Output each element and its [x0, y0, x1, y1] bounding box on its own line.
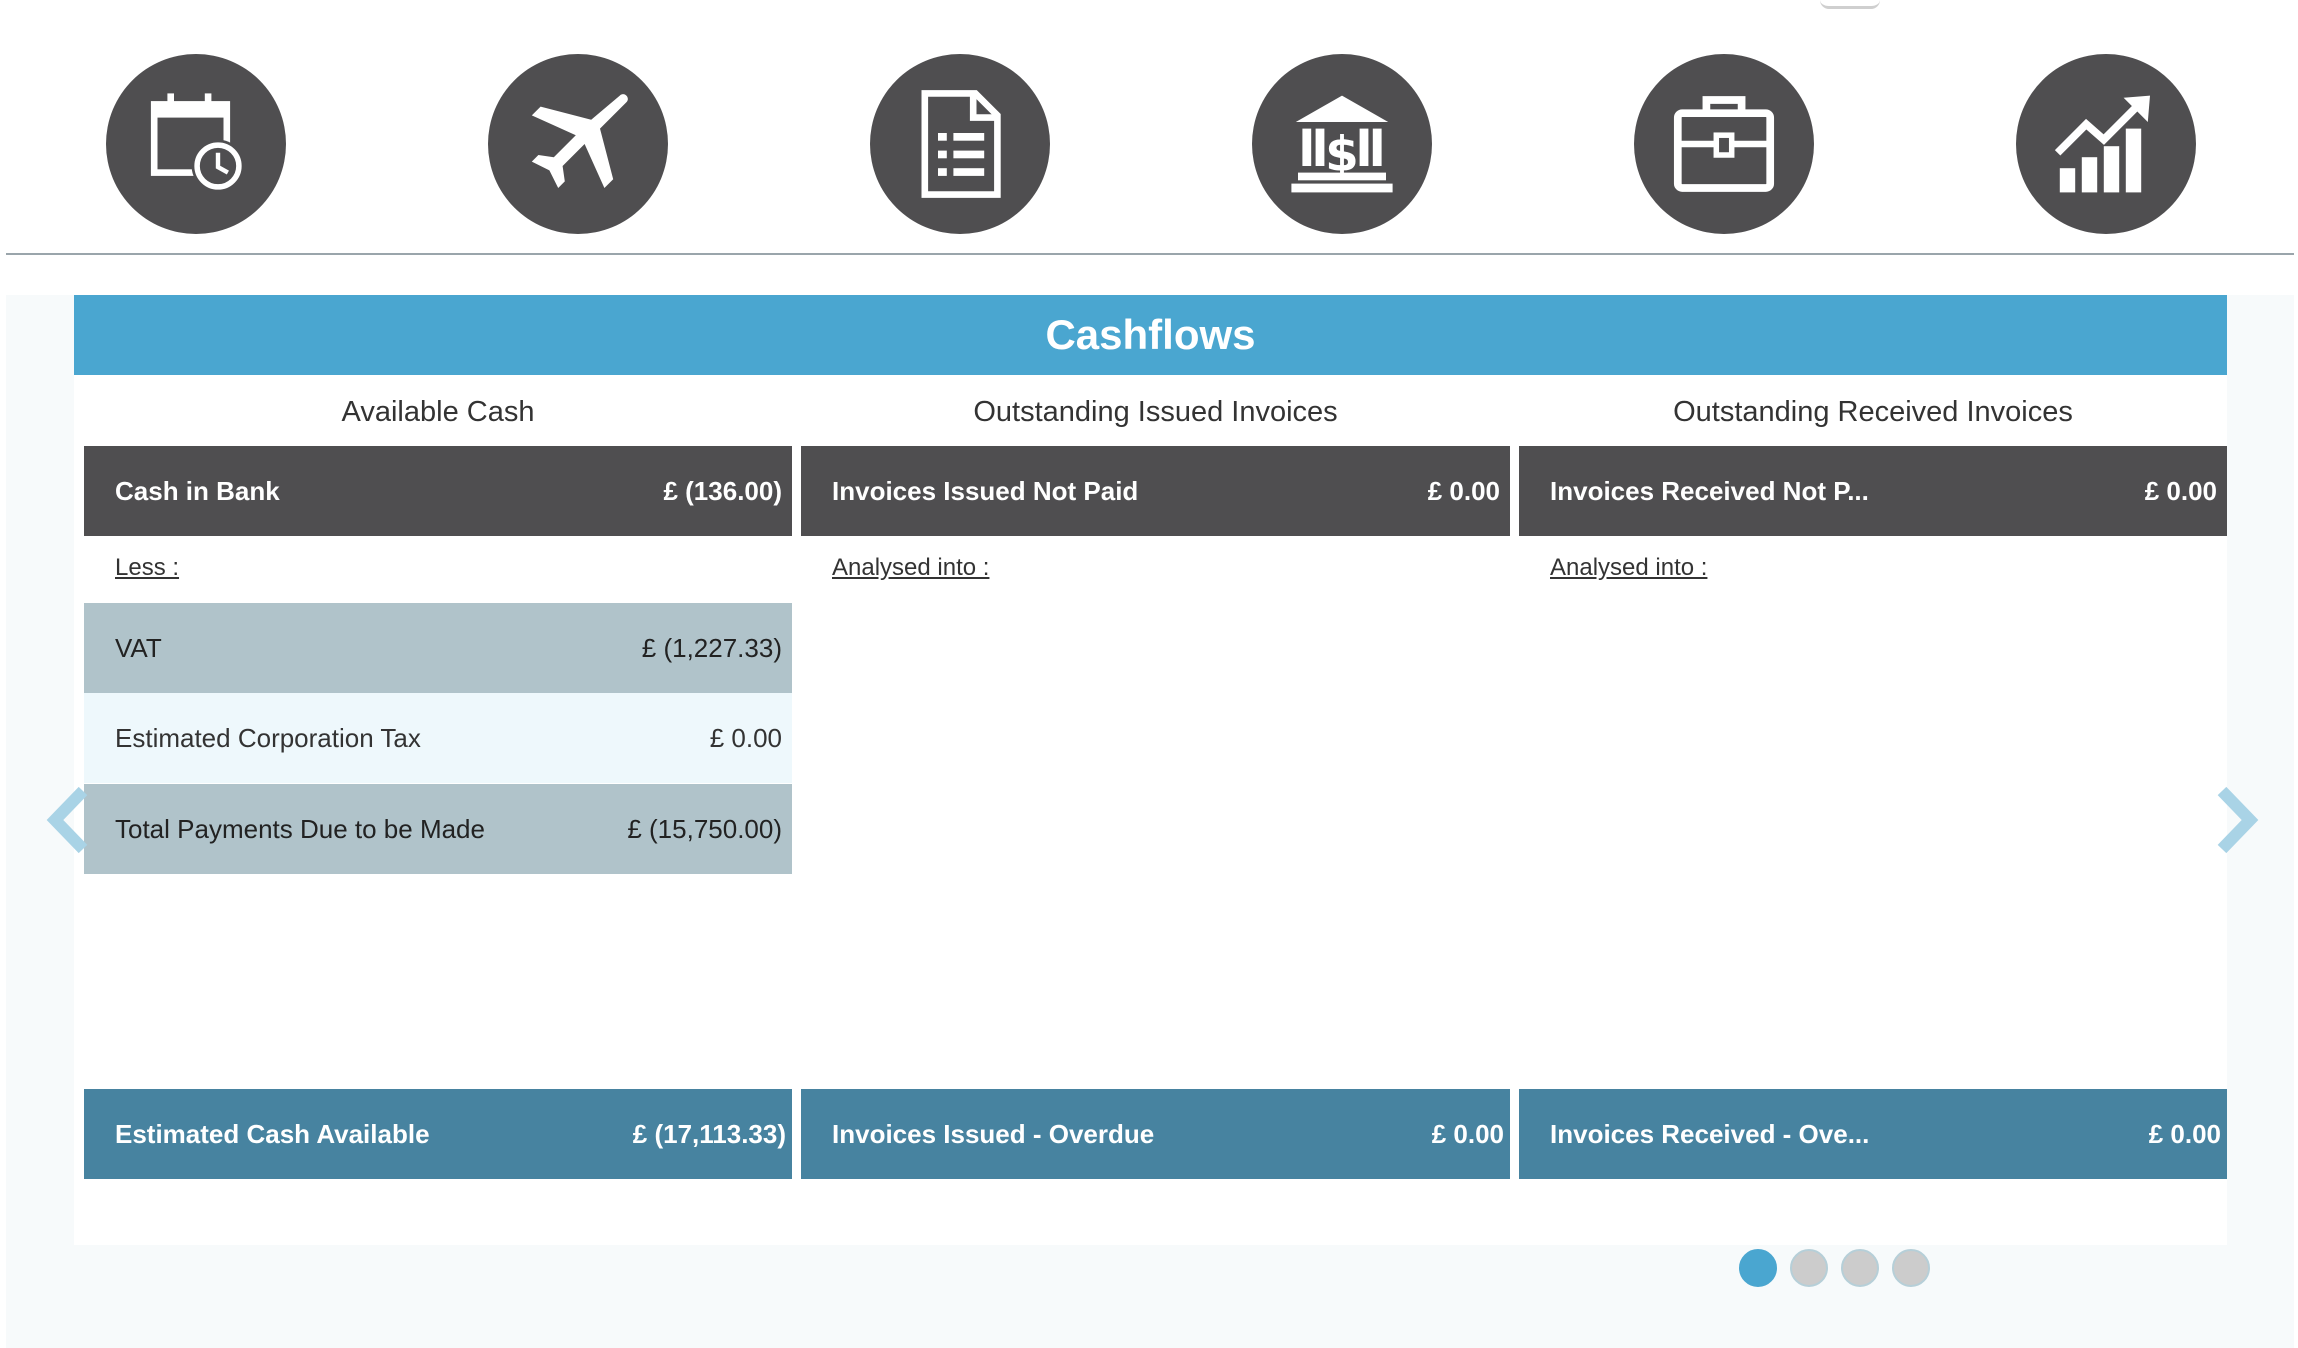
invoices-issued-not-paid-row[interactable]: Invoices Issued Not Paid £ 0.00	[801, 446, 1510, 536]
corporation-tax-row[interactable]: Estimated Corporation Tax £ 0.00	[84, 693, 792, 783]
issued-analysed-into-label: Analysed into :	[832, 554, 990, 581]
row-label: Invoices Issued - Overdue	[832, 1118, 1155, 1149]
row-label: Invoices Issued Not Paid	[832, 475, 1139, 506]
received-analysed-into-label: Analysed into :	[1550, 554, 1708, 581]
reports-button[interactable]	[2016, 54, 2196, 234]
top-edge-decoration	[1820, 0, 1880, 9]
cash-in-bank-row[interactable]: Cash in Bank £ (136.00)	[84, 446, 792, 536]
invoices-received-not-paid-row[interactable]: Invoices Received Not P... £ 0.00	[1519, 446, 2227, 536]
invoices-issued-overdue-row[interactable]: Invoices Issued - Overdue £ 0.00	[801, 1089, 1510, 1179]
growth-chart-icon	[2054, 95, 2150, 193]
row-label: Estimated Corporation Tax	[115, 722, 421, 753]
row-label: Estimated Cash Available	[115, 1118, 430, 1149]
row-label: Invoices Received - Ove...	[1550, 1118, 1870, 1149]
row-label: Total Payments Due to be Made	[115, 813, 485, 844]
row-value: £ (17,113.33)	[632, 1118, 786, 1149]
available-cash-heading: Available Cash	[341, 395, 535, 428]
row-value: £ 0.00	[2148, 1118, 2221, 1149]
banner-title: Cashflows	[1045, 311, 1256, 358]
document-list-icon	[921, 90, 1001, 198]
top-divider	[6, 253, 2294, 255]
documents-button[interactable]	[870, 54, 1050, 234]
carousel-dot-4[interactable]	[1892, 1249, 1930, 1287]
carousel-prev-button[interactable]	[45, 785, 95, 855]
carousel-next-button[interactable]	[2210, 785, 2260, 855]
row-value: £ (1,227.33)	[641, 632, 782, 663]
carousel-dot-2[interactable]	[1790, 1249, 1828, 1287]
bank-dollar-icon: $	[1291, 95, 1393, 193]
carousel-dot-3[interactable]	[1841, 1249, 1879, 1287]
issued-invoices-heading: Outstanding Issued Invoices	[973, 395, 1338, 428]
briefcase-icon	[1673, 96, 1775, 192]
calendar-clock-icon	[150, 93, 245, 193]
carousel-pagination	[1739, 1249, 1930, 1287]
invoices-received-overdue-row[interactable]: Invoices Received - Ove... £ 0.00	[1519, 1089, 2227, 1179]
chevron-right-icon	[2217, 786, 2259, 854]
row-value: £ 0.00	[2144, 475, 2217, 506]
less-label: Less :	[115, 554, 180, 581]
received-invoices-heading: Outstanding Received Invoices	[1673, 395, 2073, 428]
carousel-dot-1[interactable]	[1739, 1249, 1777, 1287]
payments-due-row[interactable]: Total Payments Due to be Made £ (15,750.…	[84, 784, 792, 874]
row-value: £ (136.00)	[663, 475, 782, 506]
module-icon-bar: $	[0, 0, 2298, 254]
vat-row[interactable]: VAT £ (1,227.33)	[84, 603, 792, 693]
row-label: Invoices Received Not P...	[1550, 475, 1869, 506]
row-value: £ 0.00	[1427, 475, 1500, 506]
business-button[interactable]	[1634, 54, 1814, 234]
bank-button[interactable]: $	[1252, 54, 1432, 234]
row-label: VAT	[115, 632, 162, 663]
row-value: £ 0.00	[709, 722, 782, 753]
travel-button[interactable]	[488, 54, 668, 234]
estimated-cash-available-row[interactable]: Estimated Cash Available £ (17,113.33)	[84, 1089, 792, 1179]
calendar-clock-button[interactable]	[106, 54, 286, 234]
cashflows-banner: Cashflows	[74, 295, 2227, 375]
airplane-icon	[531, 94, 628, 188]
row-value: £ 0.00	[1431, 1118, 1504, 1149]
chevron-left-icon	[46, 786, 88, 854]
row-label: Cash in Bank	[115, 475, 280, 506]
row-value: £ (15,750.00)	[627, 813, 782, 844]
